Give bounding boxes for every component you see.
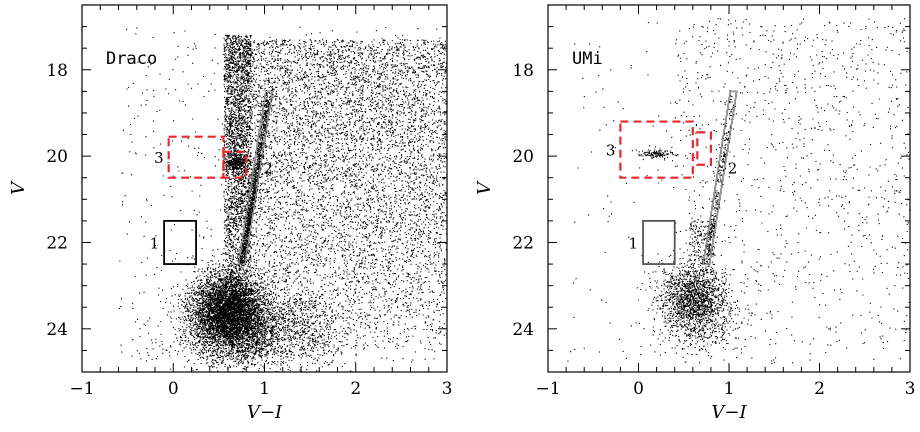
selection-box-label: 3 [154, 149, 164, 167]
rgb-selection-strip-inner [238, 91, 273, 265]
y-axis-title: V [8, 180, 29, 195]
selection-box-extra-2 [696, 131, 713, 166]
panel-draco: −1 0 1 2 3 18 20 22 24 V−I V Draco 2 1 3 [8, 4, 453, 423]
y-tick-label: 20 [512, 147, 534, 167]
x-tick-label: 0 [168, 379, 179, 399]
y-tick-label: 22 [46, 233, 68, 253]
x-tick-label: 3 [905, 379, 916, 399]
selection-box-extra-2 [222, 150, 248, 179]
selection-box-1 [163, 219, 197, 265]
scatter-points [567, 18, 910, 364]
x-tick-label: 3 [442, 379, 453, 399]
selection-box-3 [167, 135, 225, 179]
x-tick-label: 0 [633, 379, 644, 399]
selection-box-1 [642, 219, 676, 265]
selection-box-3 [619, 120, 694, 179]
y-tick-label: 18 [46, 61, 68, 81]
x-axis-title: V−I [711, 402, 747, 423]
y-tick-label: 20 [46, 147, 68, 167]
rgb-selection-strip-inner [702, 91, 738, 265]
selection-box-label: 1 [628, 234, 638, 252]
y-axis-title: V [474, 180, 495, 195]
x-tick-label: 1 [724, 379, 735, 399]
panel-umi: −1 0 1 2 3 18 20 22 24 V−I V UMi 2 1 3 [474, 4, 916, 423]
y-tick-label: 24 [46, 320, 68, 340]
x-axis-title: V−I [247, 402, 283, 423]
x-tick-label: −1 [535, 379, 560, 399]
panel-label: Draco [106, 49, 157, 69]
y-tick-label: 22 [512, 233, 534, 253]
y-tick-label: 18 [512, 61, 534, 81]
rgb-strip-label: 2 [263, 159, 273, 177]
x-tick-label: −1 [69, 379, 94, 399]
y-tick-label: 24 [512, 320, 534, 340]
x-tick-label: 2 [350, 379, 361, 399]
scatter-points [118, 26, 447, 372]
x-tick-label: 2 [814, 379, 825, 399]
selection-box-label: 3 [606, 142, 616, 160]
rgb-strip-label: 2 [728, 159, 738, 177]
panel-label: UMi [572, 49, 603, 69]
selection-box-label: 1 [150, 234, 160, 252]
x-tick-label: 1 [259, 379, 270, 399]
